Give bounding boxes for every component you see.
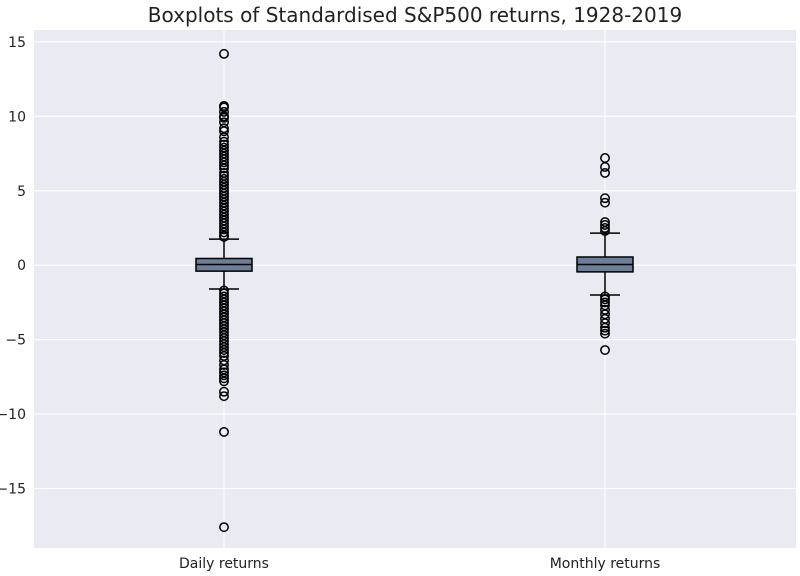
outlier-point [600,294,610,305]
outlier-point [219,163,229,174]
y-tick-label: 0 [17,258,26,274]
outlier-point [219,132,229,143]
y-tick-label: 15 [8,35,26,51]
box-group [195,48,253,533]
outlier-point [219,227,229,238]
outlier-point [600,161,610,172]
y-tick-label: −10 [0,407,26,423]
outlier-point [219,48,229,59]
y-tick-label: −15 [0,481,26,497]
outlier-point [219,522,229,533]
outlier-point [219,126,229,137]
y-axis-ticks: −15 −10 −5 0 5 10 15 [0,35,26,498]
outlier-point [219,370,229,381]
x-tick-label: Daily returns [179,556,269,572]
y-tick-label: −5 [5,333,26,349]
outlier-point [219,160,229,171]
outlier-point [219,157,229,168]
boxes [195,48,634,533]
outlier-point [600,225,610,236]
outlier-point [600,220,610,230]
outlier-point [219,231,229,242]
outlier-point [219,112,229,123]
outlier-point [219,348,229,358]
outlier-point [219,345,229,355]
outlier-point [600,328,610,339]
y-tick-label: 5 [17,184,26,200]
outlier-point [600,345,610,355]
outlier-point [600,297,610,308]
x-axis-ticks: Daily returns Monthly returns [179,556,660,572]
outlier-point [219,224,229,235]
outlier-point [219,426,229,437]
x-tick-label: Monthly returns [550,556,661,572]
outlier-point [219,391,229,402]
outlier-point [600,193,610,204]
plot-area [34,30,796,548]
outlier-point [600,197,610,208]
chart-title: Boxplots of Standardised S&P500 returns,… [148,3,682,27]
outlier-point [219,106,229,117]
outlier-point [600,167,610,178]
box-group [576,153,634,355]
outlier-point [600,325,610,336]
outlier-point [219,386,229,397]
outlier-point [600,322,610,333]
outlier-point [219,373,229,384]
outlier-point [219,359,229,370]
y-tick-label: 10 [8,109,26,125]
outlier-point [219,376,229,387]
outlier-point [600,318,610,329]
outlier-point [600,223,610,233]
